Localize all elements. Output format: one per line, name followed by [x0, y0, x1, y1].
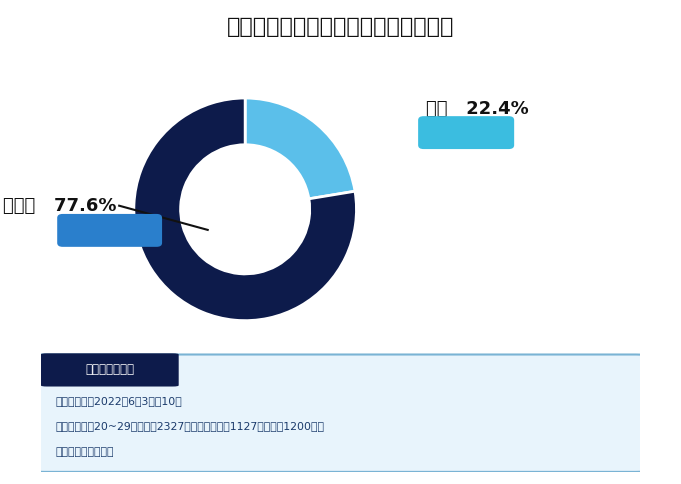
- Text: いいえ   77.6%: いいえ 77.6%: [3, 197, 117, 215]
- Text: 【調査期間】2022年6月3日～10日: 【調査期間】2022年6月3日～10日: [56, 396, 183, 406]
- Text: 521人: 521人: [447, 126, 485, 139]
- Text: 将来役職者になりたいと考えますか？: 将来役職者になりたいと考えますか？: [227, 17, 454, 37]
- FancyBboxPatch shape: [32, 354, 648, 472]
- Text: 1,806人: 1,806人: [84, 224, 136, 237]
- FancyBboxPatch shape: [41, 353, 178, 387]
- Wedge shape: [245, 98, 355, 199]
- Text: 東晶貿易株式会社「20代の出世欲に関するアンケート調査」: 東晶貿易株式会社「20代の出世欲に関するアンケート調査」: [56, 42, 253, 54]
- Text: アンケート概要: アンケート概要: [85, 363, 134, 377]
- Text: 【調査対象】20~29歳の男女2327人（内訳：男性1127人、女性1200人）: 【調査対象】20~29歳の男女2327人（内訳：男性1127人、女性1200人）: [56, 421, 325, 431]
- Wedge shape: [134, 98, 356, 320]
- Text: はい   22.4%: はい 22.4%: [426, 100, 528, 118]
- Text: 【調査エリア】全国: 【調査エリア】全国: [56, 447, 114, 457]
